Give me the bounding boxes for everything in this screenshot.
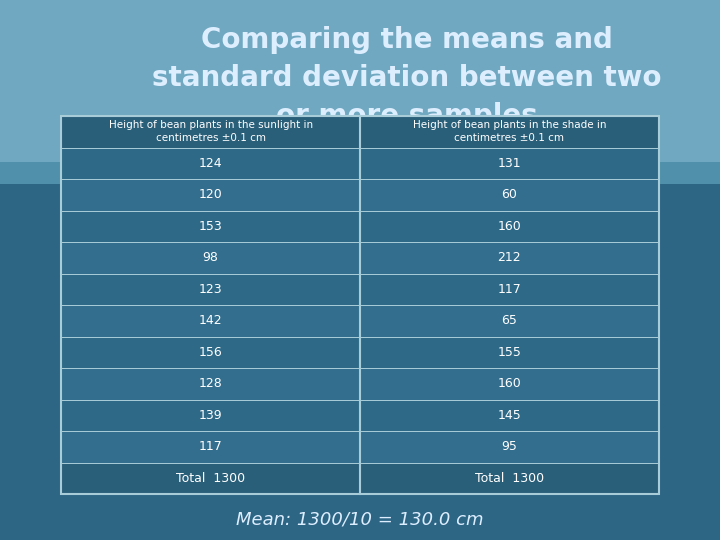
Bar — [61, 274, 659, 305]
Text: 117: 117 — [498, 283, 521, 296]
Text: 153: 153 — [199, 220, 222, 233]
Text: 131: 131 — [498, 157, 521, 170]
Text: 156: 156 — [199, 346, 222, 359]
Text: 124: 124 — [199, 157, 222, 170]
Text: 128: 128 — [199, 377, 222, 390]
Text: Comparing the means and: Comparing the means and — [201, 26, 613, 55]
Text: Mean: 1300/10 = 130.0 cm: Mean: 1300/10 = 130.0 cm — [236, 510, 484, 529]
Bar — [0, 162, 720, 184]
Text: Height of bean plants in the shade in
centimetres ±0.1 cm: Height of bean plants in the shade in ce… — [413, 120, 606, 144]
Text: 65: 65 — [501, 314, 518, 327]
Bar — [61, 463, 659, 494]
Text: standard deviation between two: standard deviation between two — [152, 64, 662, 92]
Bar — [61, 242, 659, 274]
Text: 120: 120 — [199, 188, 222, 201]
Text: Total  1300: Total 1300 — [176, 472, 246, 485]
Bar — [61, 336, 659, 368]
Text: 60: 60 — [501, 188, 518, 201]
Bar — [61, 431, 659, 463]
Text: or more samples: or more samples — [276, 102, 538, 130]
Bar — [61, 400, 659, 431]
Text: 160: 160 — [498, 220, 521, 233]
Text: 160: 160 — [498, 377, 521, 390]
Bar — [61, 211, 659, 242]
Text: 145: 145 — [498, 409, 521, 422]
Bar — [61, 305, 659, 336]
Text: 142: 142 — [199, 314, 222, 327]
Bar — [61, 116, 659, 494]
Bar — [61, 147, 659, 179]
Text: 95: 95 — [501, 440, 518, 454]
Text: Height of bean plants in the sunlight in
centimetres ±0.1 cm: Height of bean plants in the sunlight in… — [109, 120, 312, 144]
Bar — [61, 179, 659, 211]
Text: 117: 117 — [199, 440, 222, 454]
Text: 212: 212 — [498, 251, 521, 265]
Text: 139: 139 — [199, 409, 222, 422]
Bar — [61, 368, 659, 400]
Bar — [0, 0, 720, 162]
Text: Total  1300: Total 1300 — [474, 472, 544, 485]
Text: 123: 123 — [199, 283, 222, 296]
Bar — [61, 116, 659, 147]
Text: 155: 155 — [498, 346, 521, 359]
Text: 98: 98 — [202, 251, 219, 265]
